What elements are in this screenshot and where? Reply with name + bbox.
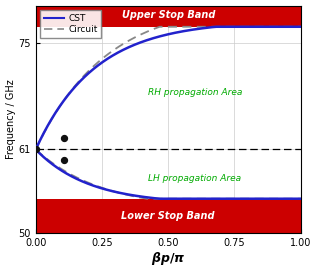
Text: LH propagation Area: LH propagation Area <box>148 174 241 183</box>
Legend: CST, Circuit: CST, Circuit <box>40 10 101 38</box>
Y-axis label: Frequency / GHz: Frequency / GHz <box>6 79 16 159</box>
Bar <box>36 5 301 27</box>
Text: Lower Stop Band: Lower Stop Band <box>121 211 215 221</box>
Bar <box>36 199 301 233</box>
Point <box>61 136 66 140</box>
Text: RH propagation Area: RH propagation Area <box>147 88 242 97</box>
Text: Upper Stop Band: Upper Stop Band <box>121 10 215 20</box>
Point <box>61 158 66 162</box>
X-axis label: $\boldsymbol{\beta p/\pi}$: $\boldsymbol{\beta p/\pi}$ <box>151 250 185 268</box>
Point <box>33 147 38 152</box>
